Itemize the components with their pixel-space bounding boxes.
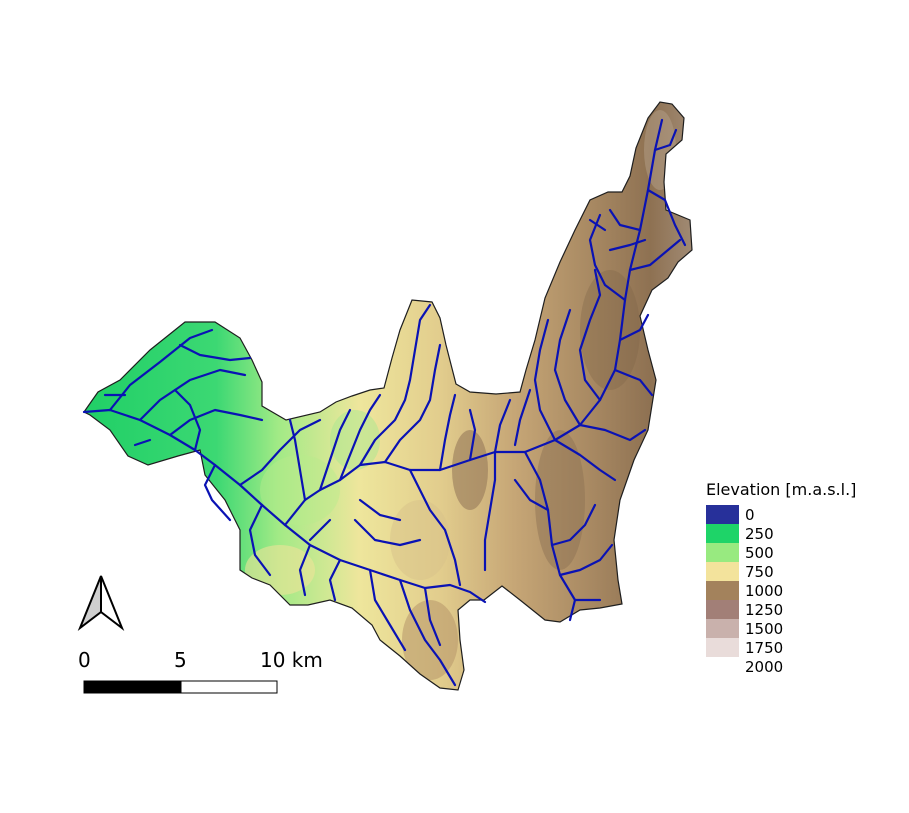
legend-label: 1250 (745, 600, 784, 619)
legend-items: 0 250 500 750 1000 1250 1500 1750 2000 (706, 505, 856, 676)
north-arrow-icon (77, 575, 125, 632)
legend-label: 1000 (745, 581, 784, 600)
legend-item: 2000 (706, 657, 856, 676)
legend-swatch (706, 619, 739, 638)
legend-swatch (706, 600, 739, 619)
legend-label: 2000 (745, 657, 784, 676)
main-river (82, 118, 664, 527)
scale-bar (83, 680, 278, 694)
legend-label: 1750 (745, 638, 784, 657)
legend-swatch (706, 581, 739, 600)
legend-label: 250 (745, 524, 774, 543)
legend-item: 0 (706, 505, 856, 524)
scale-label-0: 0 (78, 648, 91, 672)
elevation-legend: Elevation [m.a.s.l.] 0 250 500 750 1000 1250 1… (706, 480, 856, 676)
legend-item: 250 (706, 524, 856, 543)
legend-item: 1500 (706, 619, 856, 638)
legend-item: 750 (706, 562, 856, 581)
legend-swatch (706, 638, 739, 657)
legend-item: 500 (706, 543, 856, 562)
legend-item: 1250 (706, 600, 856, 619)
scale-label-5: 5 (174, 648, 187, 672)
legend-swatch (706, 524, 739, 543)
legend-title: Elevation [m.a.s.l.] (706, 480, 857, 499)
legend-swatch (706, 657, 739, 676)
river-network (82, 118, 687, 687)
legend-swatch (706, 543, 739, 562)
catchment-basin (83, 101, 693, 691)
legend-swatch (706, 562, 739, 581)
legend-item: 1750 (706, 638, 856, 657)
legend-swatch (706, 505, 739, 524)
legend-label: 0 (745, 505, 755, 524)
scale-bar-white-segment (180, 680, 278, 694)
legend-label: 1500 (745, 619, 784, 638)
scale-label-10km: 10 km (260, 648, 323, 672)
scale-bar-black-segment (83, 680, 182, 694)
legend-item: 1000 (706, 581, 856, 600)
legend-label: 750 (745, 562, 774, 581)
legend-label: 500 (745, 543, 774, 562)
scale-bar-labels: 0 5 10 km (76, 648, 346, 674)
